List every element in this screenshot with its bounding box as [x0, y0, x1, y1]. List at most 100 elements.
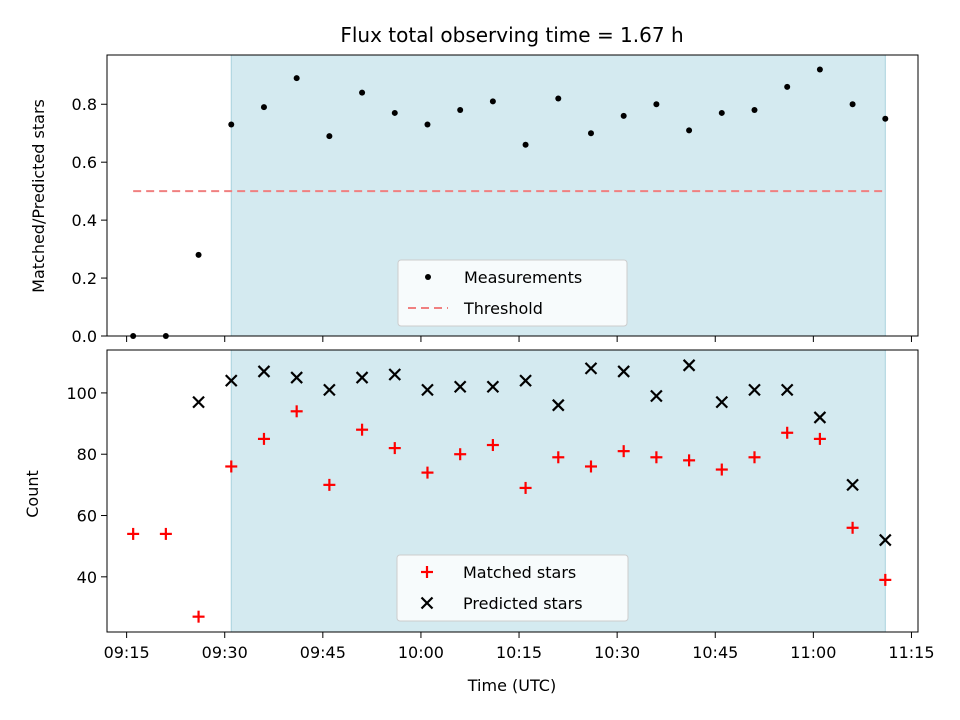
predicted-point	[879, 533, 892, 547]
matched-point	[846, 521, 859, 534]
predicted-point	[355, 371, 369, 384]
top-y-tick-label: 0.2	[72, 269, 97, 288]
measurement-point	[489, 98, 496, 105]
predicted-point	[290, 371, 303, 384]
predicted-point	[552, 398, 565, 412]
legend-entry-label: Measurements	[464, 268, 582, 287]
x-tick-label: 10:15	[496, 643, 542, 662]
measurement-point	[587, 130, 594, 137]
predicted-point	[650, 389, 663, 403]
measurement-point	[391, 109, 398, 116]
predicted-point	[519, 374, 532, 387]
predicted-point	[224, 374, 238, 387]
top-y-tick-label: 0.4	[72, 211, 97, 230]
x-axis-label: Time (UTC)	[467, 676, 556, 695]
predicted-point	[421, 383, 434, 397]
x-tick-label: 10:30	[594, 643, 640, 662]
matched-point	[813, 432, 826, 445]
x-tick-label: 11:15	[888, 643, 934, 662]
matched-point	[879, 573, 892, 586]
matched-point	[584, 460, 597, 473]
matched-point	[388, 442, 401, 455]
measurement-point	[228, 121, 235, 128]
predicted-point	[584, 362, 598, 375]
measurement-point	[424, 121, 431, 128]
x-tick-label: 11:00	[790, 643, 836, 662]
x-tick-label: 10:45	[692, 643, 738, 662]
top-y-tick-label: 0.8	[72, 95, 97, 114]
matched-point	[781, 426, 794, 439]
matched-point	[650, 451, 663, 464]
measurement-point	[816, 66, 823, 73]
x-tick-label: 10:00	[398, 643, 444, 662]
matched-point	[127, 527, 140, 540]
matched-point	[748, 451, 761, 464]
matched-point	[323, 478, 336, 491]
measurement-point	[195, 251, 202, 258]
predicted-point	[813, 411, 827, 424]
measurement-point	[849, 101, 856, 108]
matched-point	[519, 481, 532, 494]
bottom-y-tick-label: 40	[77, 568, 97, 587]
measurement-point	[522, 141, 529, 148]
bottom-y-tick-label: 80	[77, 445, 97, 464]
chart-title: Flux total observing time = 1.67 h	[340, 23, 683, 47]
x-tick-label: 09:45	[300, 643, 346, 662]
predicted-point	[192, 395, 205, 409]
top-y-axis-label: Matched/Predicted stars	[29, 99, 48, 293]
measurement-point	[882, 115, 889, 122]
x-tick-label: 09:30	[202, 643, 248, 662]
legend-measurement-marker	[425, 274, 431, 280]
legend-entry-label: Threshold	[463, 299, 543, 318]
bottom-y-tick-label: 60	[77, 507, 97, 526]
bottom-axes-frame	[106, 349, 919, 633]
measurement-point	[751, 107, 758, 114]
measurement-point	[260, 104, 267, 111]
measurement-point	[653, 101, 660, 108]
bottom-y-axis-label: Count	[23, 470, 42, 518]
bottom-legend: Matched stars Predicted stars	[396, 554, 629, 622]
matched-point	[225, 460, 238, 473]
predicted-point	[780, 383, 794, 397]
measurement-point	[718, 109, 725, 116]
legend-entry-label: Matched stars	[463, 563, 576, 582]
bottom-y-tick-label: 100	[66, 384, 97, 403]
matched-point	[159, 527, 172, 540]
top-axes-frame	[106, 54, 919, 337]
legend-entry-label: Predicted stars	[463, 594, 583, 613]
matched-point	[290, 405, 303, 418]
matched-point	[421, 466, 434, 479]
predicted-point	[453, 380, 467, 394]
x-tick-label: 09:15	[104, 643, 150, 662]
measurement-point	[326, 133, 333, 140]
measurement-point	[686, 127, 693, 134]
predicted-point	[323, 383, 336, 397]
predicted-point	[715, 395, 729, 409]
bottom-legend-box	[396, 554, 629, 622]
legend-predicted-marker	[420, 596, 434, 610]
measurement-point	[457, 107, 464, 114]
matched-point	[454, 448, 467, 461]
predicted-point	[617, 365, 630, 378]
measurement-point	[620, 112, 627, 119]
matched-point	[552, 451, 565, 464]
measurement-point	[293, 75, 300, 82]
legend-matched-marker	[421, 566, 433, 578]
top-legend: Measurements Threshold	[397, 259, 628, 327]
predicted-point	[486, 380, 500, 394]
predicted-point	[682, 359, 696, 372]
measurement-point	[784, 83, 791, 90]
top-y-tick-label: 0.0	[72, 327, 97, 346]
measurement-point	[359, 89, 366, 96]
predicted-point	[388, 368, 402, 381]
matched-point	[617, 445, 630, 458]
matched-point	[257, 432, 270, 445]
matched-point	[192, 610, 205, 623]
top-y-tick-label: 0.6	[72, 153, 97, 172]
top-panel: 0.0 0.2 0.4 0.6 0.8 Measurements Threshold	[72, 54, 919, 346]
predicted-point	[257, 365, 271, 378]
predicted-point	[748, 383, 761, 397]
measurement-point	[555, 95, 562, 102]
predicted-point	[846, 478, 859, 492]
